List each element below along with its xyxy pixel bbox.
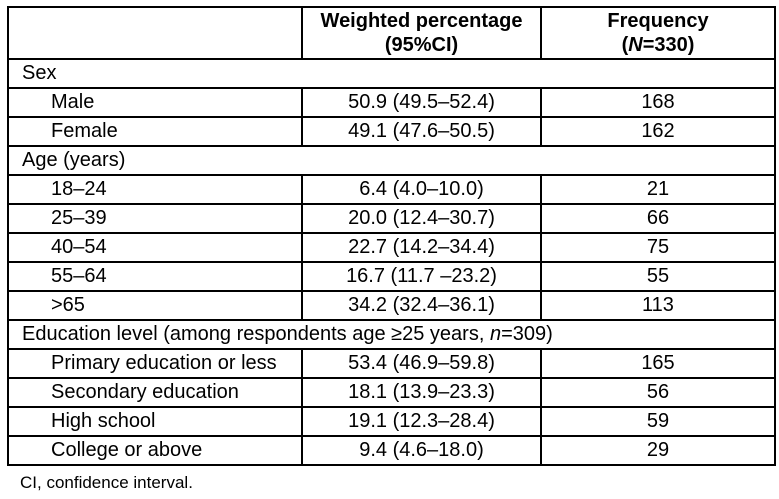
weighted-percentage-cell: 9.4 (4.6–18.0) (301, 435, 542, 466)
category-cell: High school (7, 406, 303, 437)
weighted-percentage-cell: 53.4 (46.9–59.8) (301, 348, 542, 379)
category-cell: Male (7, 87, 303, 118)
frequency-cell: 162 (540, 116, 776, 147)
table-row: Secondary education 18.1 (13.9–23.3) 56 (7, 377, 776, 408)
frequency-cell: 165 (540, 348, 776, 379)
table-row: High school 19.1 (12.3–28.4) 59 (7, 406, 776, 437)
table-row: 40–54 22.7 (14.2–34.4) 75 (7, 232, 776, 263)
frequency-cell: 56 (540, 377, 776, 408)
header-frequency-line2: (N=330) (546, 33, 770, 57)
category-cell: 25–39 (7, 203, 303, 234)
section-label-cell: Sex (7, 58, 776, 89)
table-row: Female 49.1 (47.6–50.5) 162 (7, 116, 776, 147)
frequency-cell: 75 (540, 232, 776, 263)
section-label-rest: =309) (501, 323, 553, 345)
table-body: Sex Male 50.9 (49.5–52.4) 168 Female 49.1 (47… (7, 58, 776, 466)
section-label-text: Sex (22, 62, 57, 84)
category-cell: Secondary education (7, 377, 303, 408)
category-cell: Female (7, 116, 303, 147)
header-empty-cell (7, 6, 303, 60)
table-row: 55–64 16.7 (11.7 –23.2) 55 (7, 261, 776, 292)
demographics-table: Weighted percentage (95%CI) Frequency (N… (7, 6, 776, 466)
category-cell: 40–54 (7, 232, 303, 263)
header-frequency-n-italic: N (628, 34, 643, 56)
frequency-cell: 113 (540, 290, 776, 321)
section-row: Age (years) (7, 145, 776, 176)
category-cell: College or above (7, 435, 303, 466)
table-row: Primary education or less 53.4 (46.9–59.8… (7, 348, 776, 379)
header-frequency-paren-open: ( (621, 34, 629, 56)
table-row: >65 34.2 (32.4–36.1) 113 (7, 290, 776, 321)
category-cell: 18–24 (7, 174, 303, 205)
weighted-percentage-cell: 19.1 (12.3–28.4) (301, 406, 542, 437)
weighted-percentage-cell: 34.2 (32.4–36.1) (301, 290, 542, 321)
weighted-percentage-cell: 6.4 (4.0–10.0) (301, 174, 542, 205)
table-row: 18–24 6.4 (4.0–10.0) 21 (7, 174, 776, 205)
section-label-text: Education level (among respondents age ≥… (22, 323, 490, 345)
frequency-cell: 55 (540, 261, 776, 292)
header-frequency-line1: Frequency (607, 10, 709, 32)
header-frequency: Frequency (N=330) (540, 6, 776, 60)
frequency-cell: 168 (540, 87, 776, 118)
weighted-percentage-cell: 22.7 (14.2–34.4) (301, 232, 542, 263)
section-row: Education level (among respondents age ≥… (7, 319, 776, 350)
category-cell: 55–64 (7, 261, 303, 292)
frequency-cell: 66 (540, 203, 776, 234)
section-label-cell: Age (years) (7, 145, 776, 176)
section-row: Sex (7, 58, 776, 89)
section-label-italic: n (489, 323, 502, 345)
weighted-percentage-cell: 49.1 (47.6–50.5) (301, 116, 542, 147)
header-weighted-line2: (95%CI) (384, 34, 459, 56)
table-row: 25–39 20.0 (12.4–30.7) 66 (7, 203, 776, 234)
table-row: Male 50.9 (49.5–52.4) 168 (7, 87, 776, 118)
frequency-cell: 29 (540, 435, 776, 466)
table-footnote: CI, confidence interval. (20, 473, 193, 492)
weighted-percentage-cell: 18.1 (13.9–23.3) (301, 377, 542, 408)
header-frequency-n-value: =330) (642, 34, 695, 56)
section-label-cell: Education level (among respondents age ≥… (7, 319, 776, 350)
section-label-text: Age (years) (22, 149, 126, 171)
table-row: College or above 9.4 (4.6–18.0) 29 (7, 435, 776, 466)
category-cell: Primary education or less (7, 348, 303, 379)
header-weighted-line1: Weighted percentage (320, 10, 523, 32)
header-weighted-percentage: Weighted percentage (95%CI) (301, 6, 542, 60)
weighted-percentage-cell: 50.9 (49.5–52.4) (301, 87, 542, 118)
weighted-percentage-cell: 20.0 (12.4–30.7) (301, 203, 542, 234)
frequency-cell: 59 (540, 406, 776, 437)
header-row: Weighted percentage (95%CI) Frequency (N… (7, 6, 776, 60)
category-cell: >65 (7, 290, 303, 321)
frequency-cell: 21 (540, 174, 776, 205)
weighted-percentage-cell: 16.7 (11.7 –23.2) (301, 261, 542, 292)
